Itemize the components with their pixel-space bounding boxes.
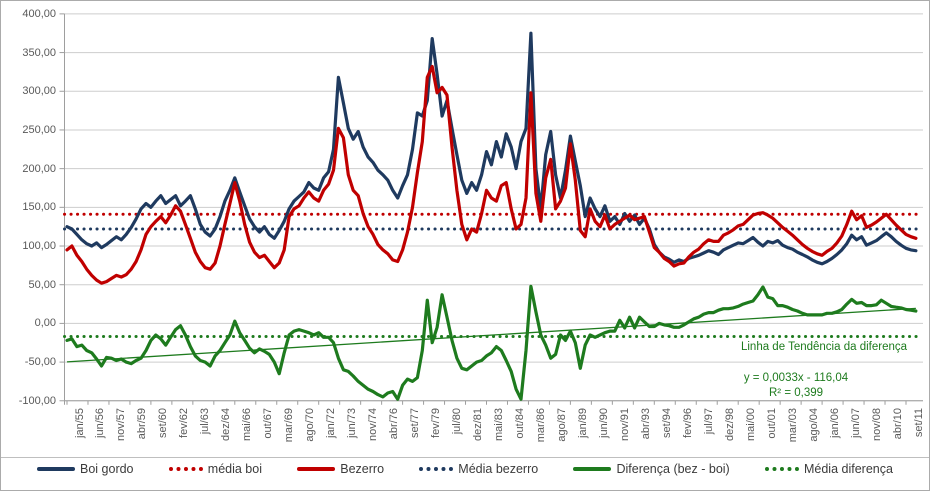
- x-axis-tick-label: nov/57: [115, 408, 128, 442]
- x-axis-tick-label: abr/59: [136, 408, 149, 440]
- x-axis-tick-label: abr/93: [639, 408, 652, 440]
- x-axis-tick-label: set/94: [660, 408, 673, 438]
- y-axis-tick-label: 0,00: [34, 317, 56, 330]
- legend-dotted-swatch: [168, 467, 203, 471]
- x-axis-tick-label: abr/10: [891, 408, 904, 440]
- legend-item-m-dia-boi: média boi: [168, 462, 262, 476]
- y-axis-tick-label: 350,00: [22, 46, 56, 59]
- x-axis-tick-label: jul/97: [702, 408, 715, 435]
- y-axis-tick-label: 200,00: [22, 162, 56, 175]
- x-axis-tick-label: mai/00: [744, 408, 757, 442]
- x-axis-tick-label: jun/56: [94, 408, 107, 438]
- legend-item-label: Média bezerro: [458, 462, 539, 476]
- legend-separator: [1, 457, 929, 458]
- trendline-equation: y = 0,0033x - 116,04: [743, 372, 849, 384]
- x-axis-tick-label: ago/04: [807, 408, 820, 442]
- legend-item-m-dia-diferen-a: Média diferença: [764, 462, 893, 476]
- legend-item-m-dia-bezerro: Média bezerro: [419, 462, 538, 476]
- x-axis-tick-label: jun/90: [597, 408, 610, 438]
- y-axis-tick-label: -50,00: [24, 356, 56, 369]
- x-axis-tick-label: nov/08: [870, 408, 883, 442]
- x-axis-tick-label: dez/64: [220, 408, 233, 442]
- x-axis-tick-label: jan/72: [325, 408, 338, 438]
- x-axis-tick-label: fev/62: [178, 408, 191, 438]
- x-axis-tick-label: set/77: [409, 408, 422, 438]
- x-axis-tick-label: set/60: [157, 408, 170, 438]
- x-axis-tick-label: jun/07: [849, 408, 862, 438]
- legend-line-swatch: [573, 467, 612, 471]
- x-axis-tick-label: dez/98: [723, 408, 736, 442]
- x-axis-tick-label: mai/66: [241, 408, 254, 442]
- series-line-diferen-a-bez-boi-: [65, 284, 918, 401]
- x-axis-tick-label: out/84: [513, 408, 526, 439]
- legend-item-label: média boi: [207, 462, 262, 476]
- y-axis-tick-label: 250,00: [22, 123, 56, 136]
- y-axis-tick-label: 300,00: [22, 85, 56, 98]
- x-axis-tick-label: mar/03: [786, 408, 799, 443]
- x-axis-tick-label: jul/80: [451, 408, 464, 435]
- legend-line-swatch: [297, 467, 336, 471]
- legend-item-label: Diferença (bez - boi): [616, 462, 730, 476]
- legend-item-label: Média diferença: [803, 462, 893, 476]
- x-axis-tick-label: abr/76: [388, 408, 401, 440]
- price-series-chart: [59, 13, 923, 405]
- legend-item-diferen-a-bez-boi-: Diferença (bez - boi): [573, 462, 730, 476]
- legend-item-label: Boi gordo: [80, 462, 134, 476]
- legend-dotted-swatch: [419, 467, 454, 471]
- y-axis-tick-label: 150,00: [22, 201, 56, 214]
- x-axis-tick-label: mai/83: [493, 408, 505, 442]
- y-axis-tick-label: 50,00: [28, 278, 56, 291]
- x-axis-tick-label: jan/06: [828, 408, 841, 438]
- x-axis-tick-label: nov/91: [618, 408, 631, 442]
- legend-line-swatch: [37, 467, 75, 471]
- x-axis-tick-label: jan/55: [73, 408, 86, 438]
- x-axis-tick-label: mar/69: [283, 408, 296, 443]
- x-axis-tick-label: jan/89: [576, 408, 589, 438]
- y-axis-tick-label: 400,00: [22, 7, 56, 20]
- y-axis-tick-label: 100,00: [22, 240, 56, 253]
- x-axis-tick-label: out/67: [262, 408, 275, 439]
- x-axis-tick-label: jul/63: [199, 408, 212, 435]
- x-axis-tick-label: ago/87: [555, 408, 568, 442]
- trendline-label: Linha de Tendência da diferença: [740, 341, 907, 353]
- y-axis-tick-label: -100,00: [18, 394, 56, 407]
- x-axis-tick-label: mar/86: [534, 408, 547, 443]
- legend-item-boi-gordo: Boi gordo: [37, 462, 134, 476]
- x-axis-tick-label: set/11: [912, 408, 925, 438]
- series-line-bezerro: [65, 64, 918, 285]
- x-axis-tick-label: fev/79: [430, 408, 443, 438]
- x-axis-tick-label: dez/81: [472, 408, 485, 442]
- legend-item-label: Bezerro: [340, 462, 385, 476]
- legend-dotted-swatch: [764, 467, 799, 471]
- x-axis-tick-label: ago/70: [304, 408, 317, 442]
- x-axis-tick-label: fev/96: [681, 408, 694, 438]
- difference-trendline: [66, 307, 916, 363]
- x-axis-tick-label: nov/74: [367, 408, 380, 442]
- legend-item-bezerro: Bezerro: [297, 462, 384, 476]
- chart-legend: Boi gordo média boi Bezerro Média bezerro Di…: [1, 462, 929, 476]
- x-axis-tick-label: jun/73: [346, 408, 359, 438]
- x-axis-tick-label: out/01: [765, 408, 778, 439]
- series-line-boi-gordo: [65, 31, 918, 266]
- trendline-r-squared: R² = 0,399: [768, 387, 824, 399]
